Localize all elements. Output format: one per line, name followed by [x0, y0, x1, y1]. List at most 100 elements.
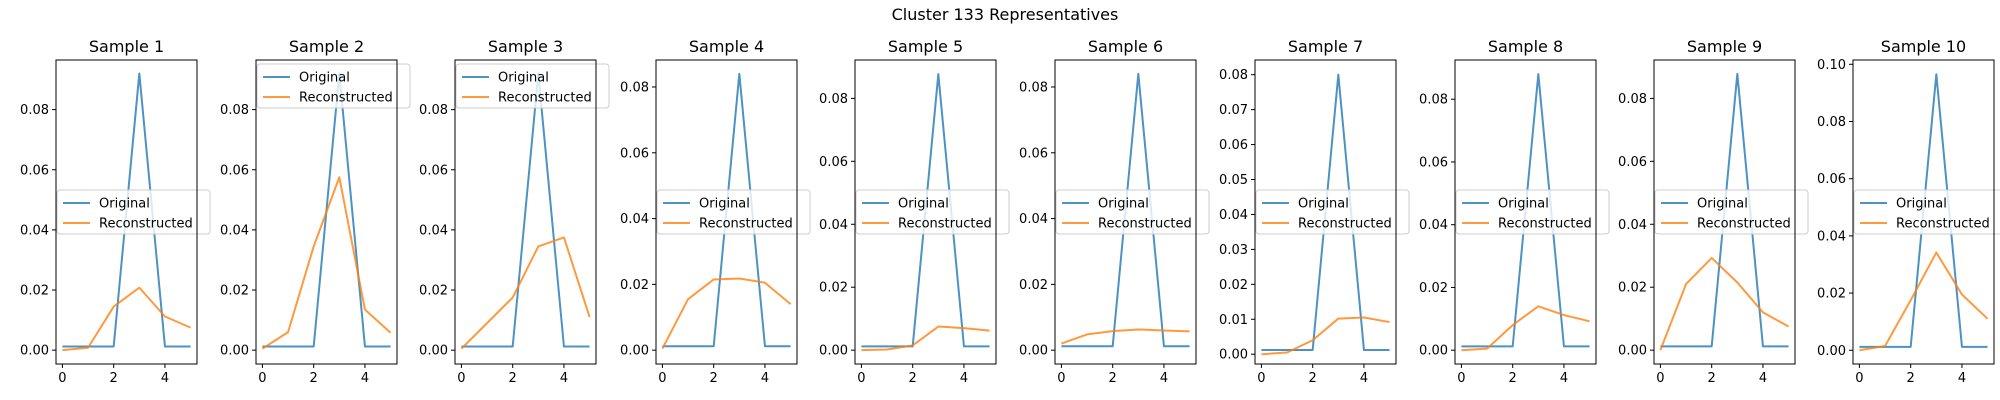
y-tick-label: 0.04 [20, 223, 49, 238]
x-tick-label: 4 [560, 371, 568, 386]
y-tick-label: 0.00 [1419, 344, 1448, 359]
subplot-10: Sample 10 0 2 4 0.00 0.02 0.04 0.06 0.08 0.10 Orig… [1817, 37, 2000, 386]
x-tick-label: 2 [310, 371, 318, 386]
subplot-title: Sample 8 [1488, 37, 1563, 56]
axes-frame [255, 59, 398, 365]
legend-label-original: Original [299, 71, 350, 86]
subplot-title: Sample 7 [1288, 37, 1363, 56]
y-tick-label: 0.02 [1817, 287, 1846, 302]
y-tick-label: 0.02 [1419, 281, 1448, 296]
y-tick-label: 0.08 [620, 80, 649, 95]
subplot-title: Sample 6 [1088, 37, 1163, 56]
x-tick-label: 2 [509, 371, 517, 386]
legend: Original Reconstructed [1055, 189, 1210, 235]
legend-label-reconstructed: Reconstructed [699, 217, 793, 232]
subplot-title: Sample 9 [1687, 37, 1762, 56]
axes-frame [1254, 59, 1397, 365]
x-tick-label: 2 [1109, 371, 1117, 386]
reconstructed-series-line [1859, 251, 1989, 352]
legend-label-original: Original [1498, 197, 1549, 212]
x-tick-label: 4 [1160, 371, 1168, 386]
y-tick-label: 0.00 [419, 344, 448, 359]
y-tick-label: 0.06 [1019, 146, 1048, 161]
x-tick-label: 0 [1457, 371, 1465, 386]
x-tick-label: 2 [1509, 371, 1517, 386]
legend-box [1853, 189, 2000, 235]
y-tick-label: 0.00 [620, 344, 649, 359]
y-tick-label: 0.01 [1219, 313, 1248, 328]
reconstructed-series-line [460, 236, 591, 350]
reconstructed-series-line [1061, 328, 1190, 345]
x-tick-label: 0 [58, 371, 66, 386]
legend-box [1654, 189, 1809, 235]
y-tick-label: 0.06 [220, 163, 249, 178]
y-tick-label: 0.00 [1219, 348, 1248, 363]
y-tick-label: 0.07 [1219, 103, 1248, 118]
legend: Original Reconstructed [1654, 189, 1809, 235]
y-tick-label: 0.04 [1618, 218, 1647, 233]
y-tick-label: 0.08 [20, 103, 49, 118]
legend-label-original: Original [1697, 197, 1748, 212]
x-tick-label: 0 [1257, 371, 1265, 386]
legend-label-reconstructed: Reconstructed [1697, 217, 1791, 232]
y-tick-label: 0.08 [220, 103, 249, 118]
legend-box [656, 189, 811, 235]
legend-box [56, 189, 211, 235]
legend-label-original: Original [699, 197, 750, 212]
y-tick-label: 0.02 [1219, 278, 1248, 293]
legend-box [455, 63, 610, 109]
y-tick-label: 0.04 [1219, 208, 1248, 223]
legend-label-original: Original [1098, 197, 1149, 212]
legend: Original Reconstructed [455, 63, 610, 109]
legend-label-reconstructed: Reconstructed [498, 91, 592, 106]
y-tick-label: 0.06 [1419, 155, 1448, 170]
x-tick-label: 4 [161, 371, 169, 386]
y-tick-label: 0.00 [1817, 344, 1846, 359]
y-tick-label: 0.00 [1618, 344, 1647, 359]
reconstructed-series-line [1659, 256, 1790, 351]
y-tick-label: 0.08 [819, 92, 848, 107]
legend-label-reconstructed: Reconstructed [1896, 217, 1990, 232]
y-tick-label: 0.03 [1219, 243, 1248, 258]
y-tick-label: 0.06 [1817, 172, 1846, 187]
y-tick-label: 0.00 [220, 344, 249, 359]
y-tick-label: 0.06 [1219, 138, 1248, 153]
legend-label-reconstructed: Reconstructed [1498, 217, 1592, 232]
y-tick-label: 0.04 [1019, 212, 1048, 227]
y-tick-label: 0.02 [220, 284, 249, 299]
subplot-7: Sample 7 0 2 4 0.00 0.01 0.02 0.03 0.04 0.05 0.06 0… [1219, 37, 1410, 386]
x-tick-label: 0 [1656, 371, 1664, 386]
y-tick-label: 0.05 [1219, 173, 1248, 188]
subplot-4: Sample 4 0 2 4 0.00 0.02 0.04 0.06 0.08 Original R… [620, 37, 811, 386]
axes-frame [1653, 59, 1796, 365]
axes-frame [55, 59, 198, 365]
y-tick-label: 0.08 [1817, 115, 1846, 130]
x-tick-label: 0 [857, 371, 865, 386]
legend-label-reconstructed: Reconstructed [898, 217, 992, 232]
y-tick-label: 0.08 [419, 103, 448, 118]
legend-label-original: Original [99, 197, 150, 212]
y-tick-label: 0.08 [1219, 68, 1248, 83]
y-tick-label: 0.04 [419, 223, 448, 238]
axes-frame [1852, 59, 1995, 365]
legend-label-reconstructed: Reconstructed [1298, 217, 1392, 232]
reconstructed-series-line [861, 325, 990, 352]
axes-frame [1454, 59, 1597, 365]
subplot-title: Sample 1 [89, 37, 164, 56]
legend-label-reconstructed: Reconstructed [99, 217, 193, 232]
subplot-1: Sample 1 0 2 4 0.00 0.02 0.04 0.06 0.08 Original R… [20, 37, 211, 386]
legend: Original Reconstructed [1455, 189, 1610, 235]
subplot-5: Sample 5 0 2 4 0.00 0.02 0.04 0.06 0.08 Original R… [819, 37, 1010, 386]
subplot-title: Sample 10 [1881, 37, 1966, 56]
legend-label-original: Original [1896, 197, 1947, 212]
x-tick-label: 0 [658, 371, 666, 386]
legend: Original Reconstructed [1853, 189, 2000, 235]
subplot-title: Sample 4 [689, 37, 764, 56]
legend-box [1455, 189, 1610, 235]
subplot-6: Sample 6 0 2 4 0.00 0.02 0.04 0.06 0.08 Original R… [1019, 37, 1210, 386]
y-tick-label: 0.06 [419, 163, 448, 178]
reconstructed-series-line [661, 277, 792, 350]
x-tick-label: 4 [1560, 371, 1568, 386]
y-tick-label: 0.06 [20, 163, 49, 178]
